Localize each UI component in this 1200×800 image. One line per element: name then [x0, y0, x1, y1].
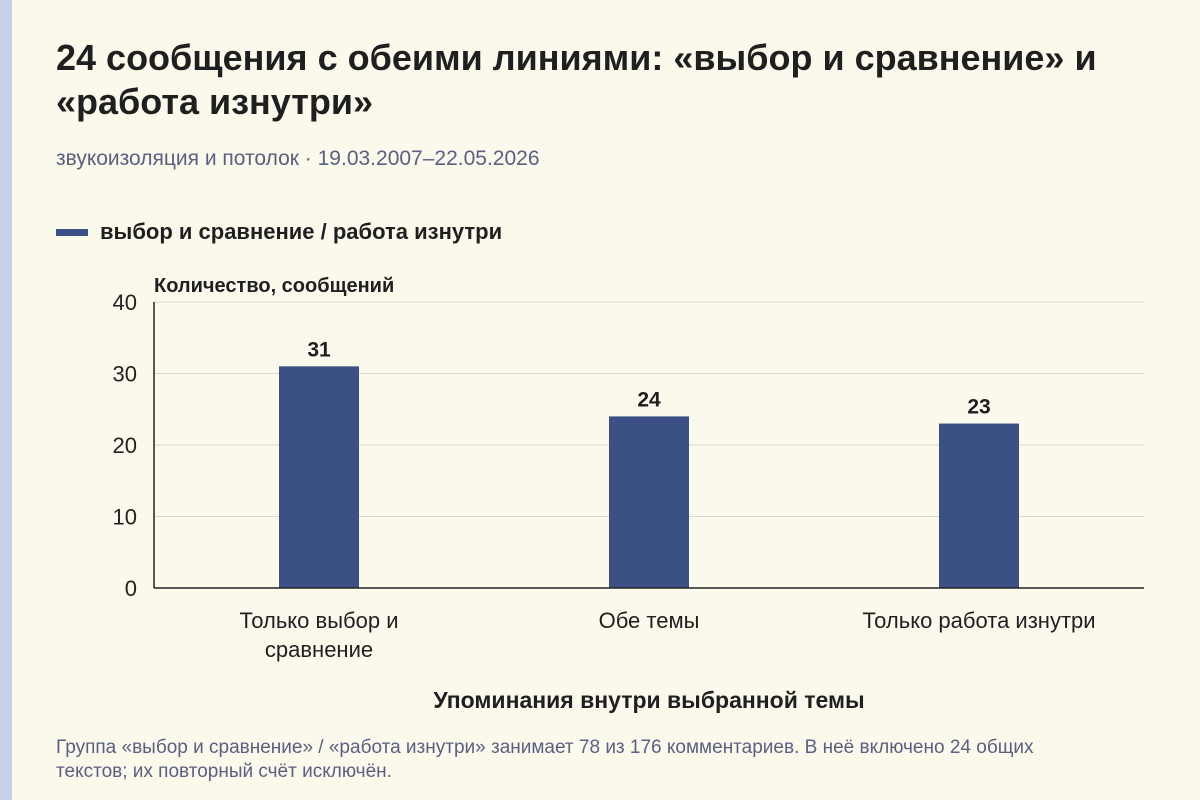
chart-subtitle: звукоизоляция и потолок · 19.03.2007–22.…	[56, 147, 540, 170]
data-label: 24	[637, 388, 661, 411]
x-tick-label-line: сравнение	[265, 637, 373, 662]
bars	[279, 366, 1019, 588]
legend: выбор и сравнение / работа изнутри	[56, 219, 502, 245]
footnote: Группа «выбор и сравнение» / «работа изн…	[56, 737, 1034, 782]
y-axis-label: Количество, сообщений	[154, 275, 394, 297]
x-tick-label: Обе темы	[599, 608, 700, 633]
y-tick-label: 30	[113, 362, 137, 387]
y-tick-label: 40	[113, 290, 137, 315]
bar-chart: 0 10 20 30 40 31 Только выбор и сравнение 24 Обе …	[113, 275, 1144, 713]
x-tick-label-line: Только работа изнутри	[862, 608, 1095, 633]
x-tick-label-line: Только выбор и	[240, 608, 399, 633]
data-label: 31	[307, 338, 331, 361]
bar	[939, 423, 1019, 588]
y-tick-label: 10	[113, 505, 137, 530]
x-tick-label-line: Обе темы	[599, 608, 700, 633]
chart-title: 24 сообщения с обеими линиями: «выбор и …	[56, 37, 1097, 122]
legend-label: выбор и сравнение / работа изнутри	[100, 219, 503, 244]
x-axis-label: Упоминания внутри выбранной темы	[433, 687, 864, 713]
bar	[609, 416, 689, 588]
data-label: 23	[967, 396, 990, 419]
y-tick-label: 0	[125, 576, 137, 601]
legend-swatch	[56, 228, 88, 236]
x-tick-label: Только выбор и сравнение	[240, 608, 399, 662]
left-accent-stripe	[0, 0, 12, 800]
y-tick-label: 20	[113, 433, 137, 458]
axes: 0 10 20 30 40 31 Только выбор и сравнение 24 Обе …	[113, 290, 1144, 662]
bar	[279, 366, 359, 588]
x-tick-label: Только работа изнутри	[862, 608, 1095, 633]
